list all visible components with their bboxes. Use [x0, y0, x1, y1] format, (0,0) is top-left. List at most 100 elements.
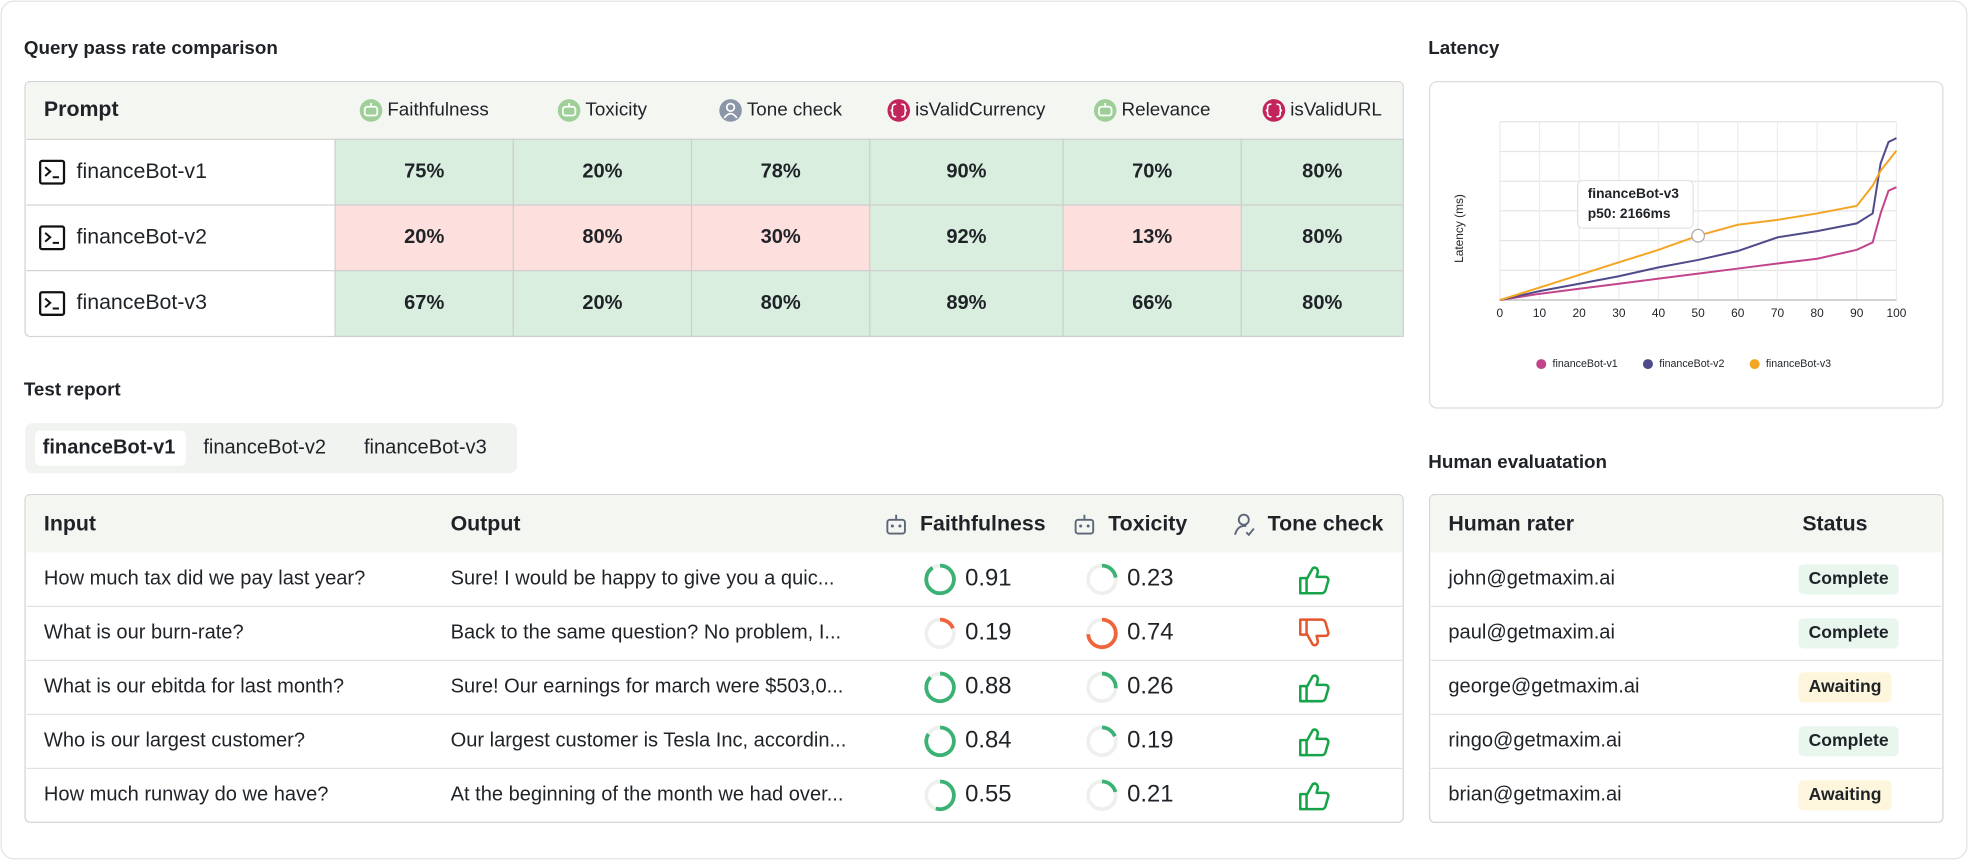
column-header: Faithfulness [920, 511, 1046, 535]
score-cell [869, 270, 1064, 337]
thumbs-up [1299, 566, 1330, 595]
pass-rate: 80% [1302, 160, 1342, 182]
pass-rate: 80% [761, 292, 801, 314]
icon-code [1262, 99, 1286, 122]
x-tick-label: 80 [1811, 306, 1825, 320]
prompt-icon [44, 297, 59, 310]
tab[interactable]: financeBot-v3 [364, 436, 487, 458]
pass-rate: 20% [582, 160, 622, 182]
score-cell [1240, 270, 1404, 337]
legend-swatch [1749, 359, 1760, 370]
thumbs-down [1299, 618, 1330, 647]
icon-code [887, 99, 911, 122]
rater-email: john@getmaxim.ai [1447, 568, 1615, 590]
icon-robot [1093, 99, 1117, 122]
prompt-icon [44, 166, 59, 179]
score-cell [1062, 270, 1242, 337]
column-header: Human rater [1448, 511, 1574, 535]
status-badge [1798, 564, 1899, 595]
x-tick-label: 30 [1612, 306, 1626, 320]
icon-robot [359, 99, 383, 122]
tab[interactable]: financeBot-v2 [203, 436, 326, 458]
column-header: Relevance [1122, 98, 1211, 119]
score-cell [1240, 204, 1404, 272]
input-text: How much tax did we pay last year? [44, 568, 365, 590]
tab[interactable]: financeBot-v1 [43, 436, 176, 458]
icon-shape [723, 112, 738, 119]
output-text: Back to the same question? No problem, I… [451, 622, 842, 644]
rater-email: george@getmaxim.ai [1448, 676, 1639, 698]
pass-rate: 30% [761, 226, 801, 248]
output-text: At the beginning of the month we had ove… [451, 784, 844, 806]
score-ring [924, 671, 956, 704]
legend-label: financeBot-v2 [1659, 358, 1724, 370]
status-label: Awaiting [1809, 784, 1882, 804]
score: 0.23 [1127, 565, 1173, 592]
score-ring [1101, 779, 1118, 793]
x-tick-label: 100 [1887, 306, 1907, 320]
table-frame [24, 494, 1404, 823]
status-badge [1798, 672, 1892, 703]
rater-email: paul@getmaxim.ai [1448, 622, 1615, 644]
column-header: Tone check [1268, 511, 1384, 535]
icon-robot-outline [1074, 514, 1095, 535]
series-line [1499, 186, 1897, 302]
pass-rate: 80% [1302, 226, 1342, 248]
x-tick-label: 10 [1533, 306, 1547, 320]
icon-robot-outline [886, 514, 906, 535]
pass-rate: 80% [1302, 292, 1342, 314]
column-header: Output [451, 511, 521, 535]
pass-rate: 70% [1132, 160, 1172, 182]
score: 0.26 [1127, 673, 1173, 700]
prompt-name: financeBot-v1 [77, 159, 207, 183]
prompt-icon [39, 159, 66, 185]
icon-shape [1079, 524, 1083, 528]
score-cell [512, 270, 693, 337]
score-cell [334, 270, 514, 337]
score: 0.88 [965, 673, 1011, 700]
score-ring [939, 617, 955, 630]
pass-rate: 89% [946, 292, 986, 314]
icon-shape [1086, 524, 1090, 528]
score-cell [690, 138, 871, 206]
score-ring [1086, 617, 1118, 650]
column-header: Prompt [44, 97, 119, 121]
thumbs-up [1299, 674, 1330, 703]
pass-rate: 66% [1132, 292, 1172, 314]
icon-bg [1093, 99, 1117, 122]
rater-email: ringo@getmaxim.ai [1448, 730, 1621, 752]
section-title: Human evaluatation [1428, 451, 1607, 472]
score-cell [334, 138, 514, 206]
status-label: Complete [1809, 730, 1889, 750]
status-label: Awaiting [1809, 676, 1882, 696]
legend-label: financeBot-v1 [1553, 358, 1618, 370]
status-badge [1798, 726, 1899, 757]
score: 0.19 [1127, 727, 1173, 754]
input-text: How much runway do we have? [44, 784, 329, 806]
icon-person-outline [1234, 513, 1255, 537]
prompt-name: financeBot-v2 [77, 224, 207, 248]
input-text: What is our burn-rate? [44, 622, 244, 644]
rater-email: brian@getmaxim.ai [1448, 784, 1621, 806]
score-ring [924, 563, 956, 596]
column-header: Status [1802, 511, 1867, 535]
score-ring [935, 779, 956, 811]
output-text: Our largest customer is Tesla Inc, accor… [451, 730, 847, 752]
prompt-icon [44, 232, 59, 244]
column-header: Tone check [747, 98, 843, 119]
pass-rate: 80% [582, 226, 622, 248]
section-title: Latency [1428, 37, 1500, 58]
x-tick-label: 50 [1692, 306, 1706, 320]
annotation-point [1691, 228, 1706, 243]
tab-active-bg [35, 430, 186, 466]
pass-rate: 78% [761, 160, 801, 182]
score: 0.21 [1127, 781, 1173, 808]
pass-rate: 90% [946, 160, 986, 182]
x-tick-label: 40 [1652, 306, 1666, 320]
status-badge [1798, 618, 1899, 649]
pass-rate: 67% [404, 292, 444, 314]
score: 0.84 [965, 727, 1011, 754]
score-cell [334, 204, 514, 272]
column-header: isValidCurrency [915, 98, 1046, 119]
